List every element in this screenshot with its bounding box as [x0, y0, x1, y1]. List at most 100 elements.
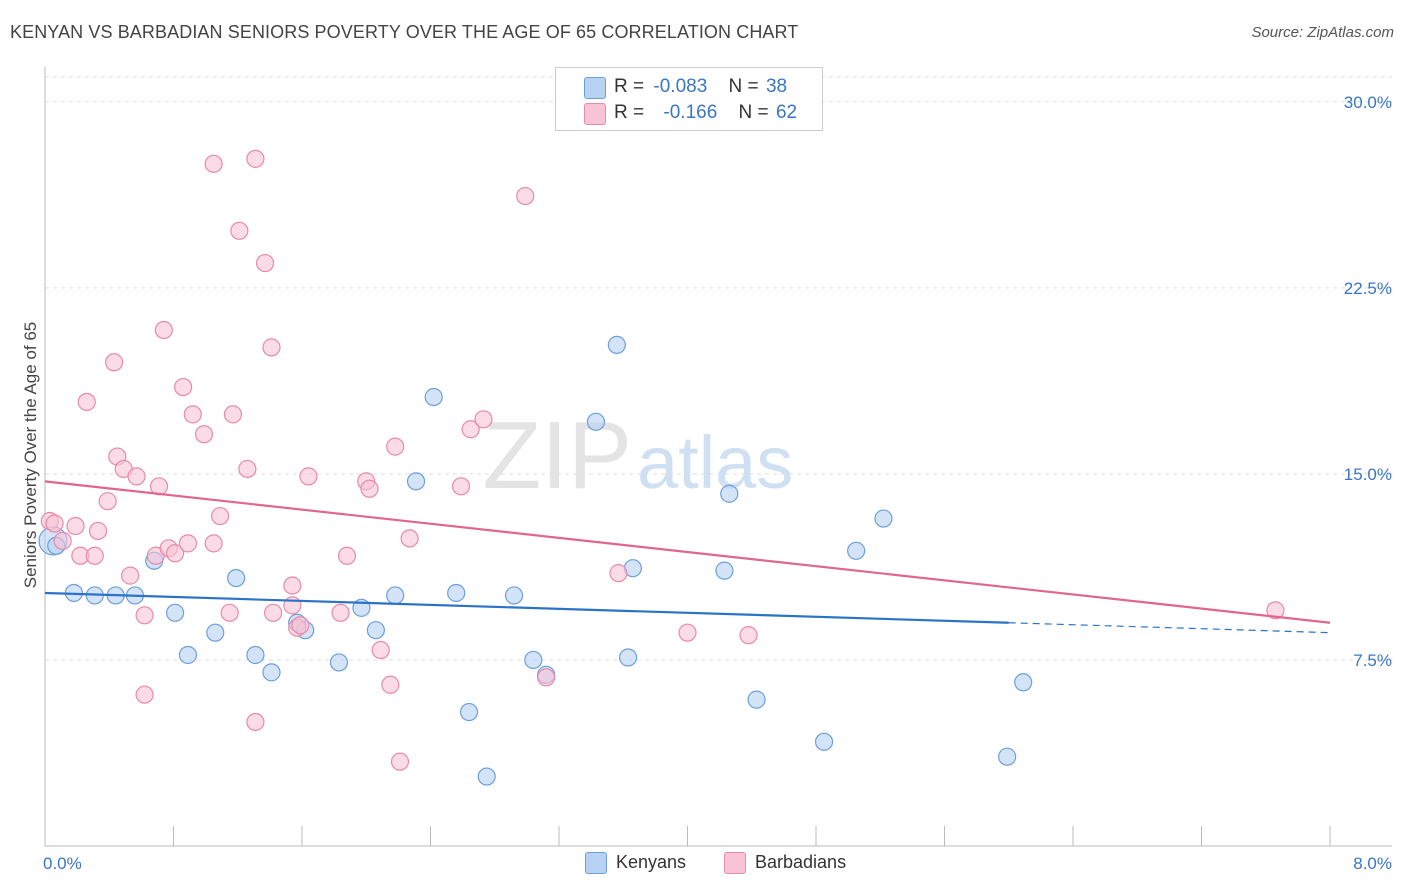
- barbadian-point: [291, 616, 310, 635]
- kenyan-point: [847, 541, 866, 560]
- barbadian-point: [678, 623, 697, 642]
- legend-label-kenyans: Kenyans: [616, 852, 687, 872]
- barbadian-point: [121, 566, 140, 585]
- axis-layer: [44, 67, 1392, 847]
- legend-label-barbadians: Barbadians: [755, 852, 847, 872]
- barbadian-point: [66, 516, 85, 536]
- kenyan-trend-line: [44, 591, 1009, 624]
- barbadian-point: [230, 221, 249, 240]
- legend-n-label: N =: [738, 102, 769, 123]
- x-tick-label: 8.0%: [1353, 854, 1392, 873]
- kenyan-point: [998, 747, 1017, 766]
- barbadian-point: [183, 405, 202, 424]
- kenyan-point: [246, 645, 265, 665]
- barbadian-point: [210, 506, 230, 526]
- barbadian-point: [154, 320, 173, 340]
- barbadian-point: [88, 521, 108, 541]
- barbadian-point: [474, 410, 493, 429]
- kenyan-point: [386, 586, 405, 605]
- barbadian-point: [85, 546, 104, 565]
- barbadian-point: [386, 437, 405, 456]
- barbadian-point: [360, 479, 379, 498]
- kenyan-point: [406, 472, 426, 491]
- kenyan-point: [618, 648, 638, 667]
- legend-swatch-kenyans: [585, 852, 607, 874]
- kenyan-point: [178, 645, 198, 665]
- y-tick-label: 22.5%: [1344, 279, 1392, 298]
- tick-label-layer: 7.5% 15.0% 22.5% 30.0% 0.0% 8.0%: [43, 93, 1392, 873]
- barbadian-point: [174, 377, 193, 397]
- legend-r-value: -0.083: [653, 76, 708, 97]
- barbadian-point: [220, 603, 239, 622]
- barbadian-point: [609, 564, 628, 583]
- kenyan-point: [424, 387, 443, 407]
- barbadian-point: [45, 514, 64, 533]
- watermark-atlas: atlas: [637, 421, 793, 504]
- barbadian-point: [283, 576, 302, 595]
- barbadian-point: [262, 338, 281, 357]
- barbadian-point: [194, 425, 214, 444]
- legend-n-value: 62: [775, 102, 798, 123]
- kenyan-point: [814, 732, 834, 751]
- kenyan-point: [262, 663, 281, 682]
- legend-n-value: 38: [765, 76, 788, 97]
- barbadian-point: [246, 149, 265, 168]
- kenyan-point: [747, 690, 766, 709]
- trend-layer: [44, 480, 1331, 634]
- barbadian-point: [451, 477, 471, 496]
- barbadian-point: [204, 534, 223, 553]
- barbadian-point: [246, 712, 265, 732]
- barbadian-point: [299, 467, 318, 486]
- legend-r-value: -0.166: [663, 102, 718, 123]
- barbadian-point: [127, 467, 146, 486]
- barbadian-point: [135, 685, 154, 704]
- kenyan-point: [447, 583, 466, 603]
- barbadian-point: [331, 603, 350, 622]
- kenyan-point: [504, 586, 524, 605]
- barbadian-point: [166, 544, 185, 563]
- kenyan-point: [329, 653, 349, 672]
- kenyan-point: [607, 335, 626, 355]
- kenyan-point: [874, 509, 893, 528]
- barbadian-point: [337, 546, 357, 565]
- barbadian-point: [461, 420, 480, 439]
- kenyan-point: [715, 561, 734, 580]
- legend-r-label: R =: [614, 102, 645, 123]
- legend: R = -0.083 N = 38 R = -0.166 N = 62: [555, 67, 823, 131]
- legend-swatch-kenyans: [584, 77, 606, 99]
- kenyan-point: [366, 621, 385, 640]
- x-tick-label: 0.0%: [43, 854, 82, 873]
- kenyan-point: [166, 603, 185, 622]
- barbadian-point: [53, 531, 72, 550]
- barbadian-point: [178, 534, 198, 553]
- barbadian-point: [223, 405, 243, 424]
- barbadian-point: [98, 492, 117, 511]
- barbadian-point: [263, 603, 283, 622]
- kenyan-point: [720, 484, 739, 503]
- barbadian-point: [537, 668, 556, 687]
- barbadian-point: [516, 186, 535, 206]
- barbadian-trend-line: [44, 480, 1331, 624]
- kenyan-point: [524, 650, 543, 670]
- y-tick-label: 30.0%: [1344, 93, 1392, 112]
- kenyan-point: [459, 702, 479, 722]
- chart-source: Source: ZipAtlas.com: [1251, 24, 1394, 41]
- barbadian-point: [77, 392, 96, 412]
- barbadian-point: [1266, 601, 1285, 620]
- legend-swatch-barbadians: [724, 852, 746, 874]
- kenyan-trend-extension: [1008, 622, 1331, 634]
- kenyan-point: [227, 568, 246, 588]
- barbadian-point: [204, 154, 223, 173]
- watermark-zip: ZIP: [483, 402, 632, 509]
- legend-swatch-barbadians: [584, 103, 606, 125]
- barbadian-point: [381, 675, 400, 694]
- barbadian-point: [135, 606, 154, 625]
- kenyan-point: [1014, 673, 1033, 692]
- kenyan-point: [206, 623, 225, 642]
- y-tick-label: 15.0%: [1344, 465, 1392, 484]
- y-tick-label: 7.5%: [1353, 651, 1392, 670]
- barbadian-point: [238, 459, 257, 479]
- kenyan-point: [586, 412, 606, 431]
- barbadian-point: [104, 353, 124, 372]
